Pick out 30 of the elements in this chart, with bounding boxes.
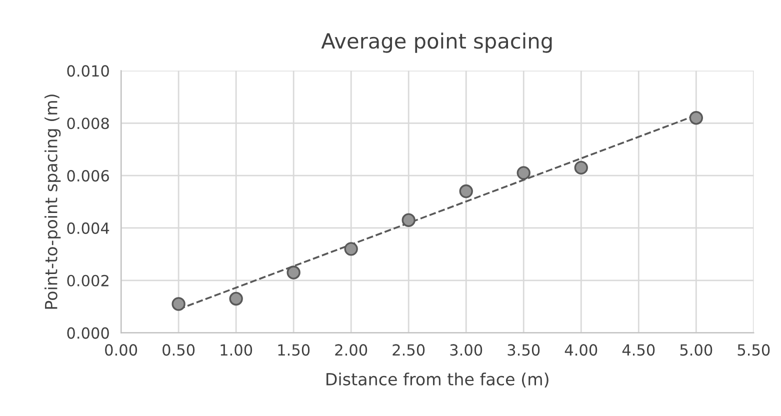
x-tick-label: 1.50	[278, 344, 310, 356]
x-axis-title: Distance from the face (m)	[326, 372, 548, 388]
x-tick-label: 5.00	[680, 344, 712, 356]
point	[229, 292, 243, 306]
point	[516, 166, 530, 180]
y-tick-label: 0.008	[67, 118, 109, 130]
y-tick-label: 0.002	[67, 274, 108, 286]
x-tick-label: 2.50	[392, 344, 425, 356]
y-axis-title: Point-to-point spacing (m)	[44, 94, 61, 309]
point	[172, 297, 186, 311]
y-tick-label: 0.004	[67, 222, 110, 234]
point	[344, 242, 358, 256]
point	[286, 266, 300, 280]
x-tick-label: 0.50	[162, 344, 195, 356]
y-tick-label: 0.000	[67, 327, 109, 339]
x-tick-label: 5.50	[738, 344, 770, 356]
x-tick-label: 4.00	[564, 344, 598, 356]
point	[689, 111, 704, 125]
point	[402, 213, 416, 227]
x-tick-label: 2.00	[335, 344, 368, 356]
y-tick-label: 0.010	[67, 65, 109, 77]
chart-title: Average point spacing	[321, 32, 552, 53]
x-tick-label: 1.00	[220, 344, 252, 356]
point	[574, 160, 588, 175]
x-tick-label: 4.50	[622, 344, 655, 356]
y-tick-label: 0.006	[67, 170, 109, 182]
point	[459, 184, 473, 198]
x-tick-label: 3.00	[450, 344, 482, 356]
x-tick-label: 3.50	[508, 344, 540, 356]
x-tick-label: 0.00	[105, 344, 138, 356]
